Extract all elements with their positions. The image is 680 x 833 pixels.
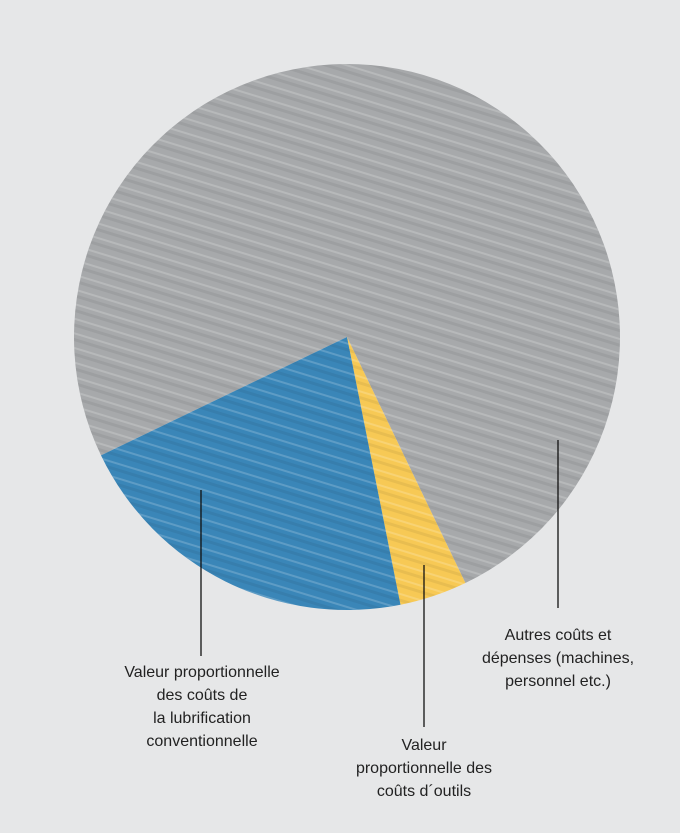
texture: [74, 64, 620, 610]
slice-label: Valeur proportionnelle des coûts de la l…: [124, 664, 280, 750]
slice-label: Valeur proportionnelle des coûts d´outil…: [355, 737, 493, 800]
slice-label: Autres coûts et dépenses (machines, pers…: [481, 627, 635, 690]
